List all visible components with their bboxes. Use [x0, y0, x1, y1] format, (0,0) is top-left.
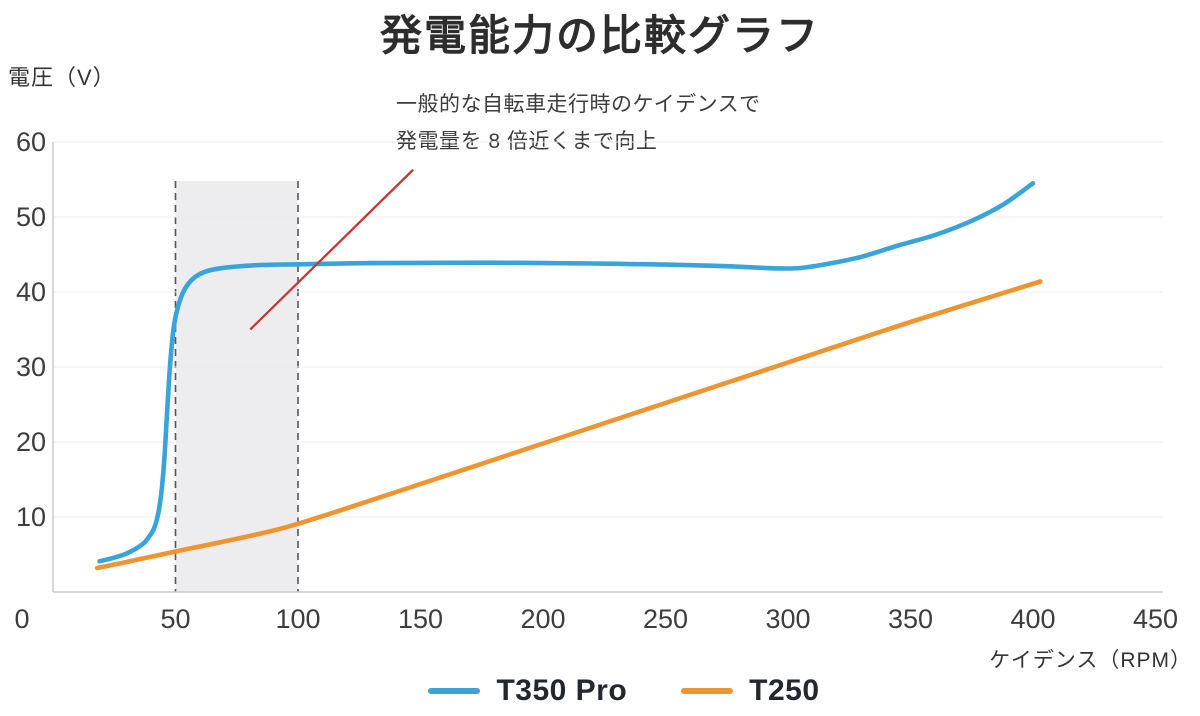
legend-item-t350pro: T350 Pro — [428, 674, 627, 708]
legend-swatch-t350pro-line-icon — [428, 688, 481, 694]
x-tick-label-100: 100 — [275, 604, 321, 634]
y-tick-label-10: 10 — [15, 502, 46, 532]
x-tick-label-350: 350 — [887, 604, 934, 634]
y-tick-label-40: 40 — [15, 277, 46, 307]
x-tick-label-0: 0 — [14, 604, 30, 634]
x-tick-label-300: 300 — [765, 604, 811, 634]
x-tick-label-200: 200 — [520, 604, 566, 634]
y-tick-label-60: 60 — [15, 127, 46, 157]
x-tick-label-150: 150 — [397, 604, 444, 634]
legend-label-t250: T250 — [749, 674, 820, 707]
annotation-line-1: 一般的な自転車走行時のケイデンスで — [396, 93, 761, 116]
y-tick-label-20: 20 — [15, 427, 46, 457]
x-tick-label-50: 50 — [160, 604, 191, 634]
highlight-band — [175, 181, 298, 592]
x-tick-label-250: 250 — [642, 604, 689, 634]
legend-swatch-t250-line-icon — [681, 688, 734, 694]
legend-item-t250: T250 — [681, 674, 819, 708]
x-axis-title: ケイデンス（RPM） — [989, 649, 1192, 672]
x-tick-label-400: 400 — [1010, 604, 1056, 634]
legend-label-t350pro: T350 Pro — [496, 674, 628, 707]
series-line-t250 — [94, 279, 1043, 571]
chart-title: 発電能力の比較グラフ — [379, 12, 820, 59]
y-tick-label-30: 30 — [15, 352, 46, 382]
x-tick-label-450: 450 — [1132, 604, 1179, 634]
series-line-t350pro — [97, 181, 1036, 564]
annotation-pointer-line — [249, 168, 414, 331]
y-axis-title: 電圧（V） — [8, 65, 116, 90]
legend: T350 Pro T250 — [24, 674, 1200, 708]
y-tick-label-50: 50 — [15, 202, 46, 232]
